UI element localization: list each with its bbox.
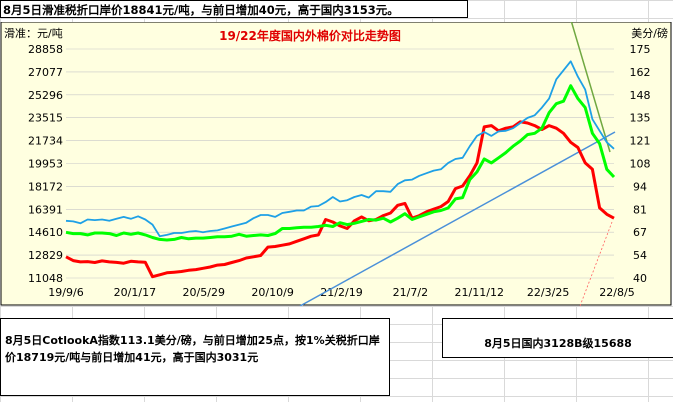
y-right-tick: 94 (633, 180, 647, 193)
x-tick: 20/1/17 (114, 286, 156, 299)
y-left-tick: 19953 (28, 158, 63, 171)
y-right-tick-labels: 40 54 67 81 94 108 121 135 148 162 175 (630, 43, 651, 285)
y-left-tick: 28858 (28, 43, 63, 56)
y-left-tick: 25296 (28, 89, 63, 102)
y-left-axis-label: 滑准：元/吨 (4, 27, 63, 40)
x-tick: 22/3/25 (527, 286, 569, 299)
gridlines (66, 48, 614, 279)
x-tick: 21/11/12 (455, 286, 504, 299)
y-right-tick: 81 (633, 203, 647, 216)
chart: 19/22年度国内外棉价对比走势图 滑准：元/吨 美分/磅 11048 12829… (0, 22, 673, 306)
y-right-axis-label: 美分/磅 (631, 26, 668, 40)
trend-line-green (570, 22, 611, 153)
x-tick: 19/9/6 (48, 286, 83, 299)
series-line-blue (65, 60, 615, 238)
y-right-tick: 121 (630, 135, 651, 148)
y-right-tick: 175 (630, 43, 651, 56)
trend-lines (299, 22, 616, 306)
y-left-tick: 14610 (28, 226, 63, 239)
y-left-tick: 16391 (28, 203, 63, 216)
y-right-tick: 40 (633, 272, 647, 285)
y-left-tick-labels: 11048 12829 14610 16391 18172 19953 21734 23515… (28, 43, 63, 285)
x-tick: 20/10/9 (251, 286, 293, 299)
y-right-tick: 135 (630, 112, 651, 125)
y-left-tick: 23515 (28, 112, 63, 125)
y-right-tick: 54 (633, 249, 647, 262)
y-left-tick: 12829 (28, 249, 63, 262)
y-left-tick: 18172 (28, 180, 63, 193)
y-right-tick: 108 (630, 158, 651, 171)
bottom-note: 8月5日CotlookA指数113.1美分/磅，与前日增加25点，按1%关税折口… (0, 318, 390, 396)
y-left-tick: 21734 (28, 135, 63, 148)
y-right-tick: 67 (633, 226, 647, 239)
x-tick: 20/5/29 (183, 286, 225, 299)
x-tick: 22/8/5 (599, 286, 634, 299)
trend-line-blue (299, 131, 616, 306)
x-tick: 21/2/19 (320, 286, 362, 299)
y-right-tick: 162 (630, 66, 651, 79)
series-line-green (65, 84, 616, 242)
x-tick: 21/7/2 (393, 286, 428, 299)
y-left-tick: 11048 (28, 272, 63, 285)
series-lines (65, 60, 616, 279)
y-left-tick: 27077 (28, 66, 63, 79)
y-right-tick: 148 (630, 89, 651, 102)
right-note: 8月5日国内3128B级15688 (442, 318, 673, 358)
x-tick-labels: 19/9/6 20/1/17 20/5/29 20/10/9 21/2/19 21/7/2… (48, 286, 634, 299)
chart-title: 19/22年度国内外棉价对比走势图 (219, 28, 401, 43)
trend-line-red (579, 221, 613, 306)
top-note: 8月5日滑准税折口岸价18841元/吨，与前日增加40元，高于国内3153元。 (0, 0, 468, 18)
